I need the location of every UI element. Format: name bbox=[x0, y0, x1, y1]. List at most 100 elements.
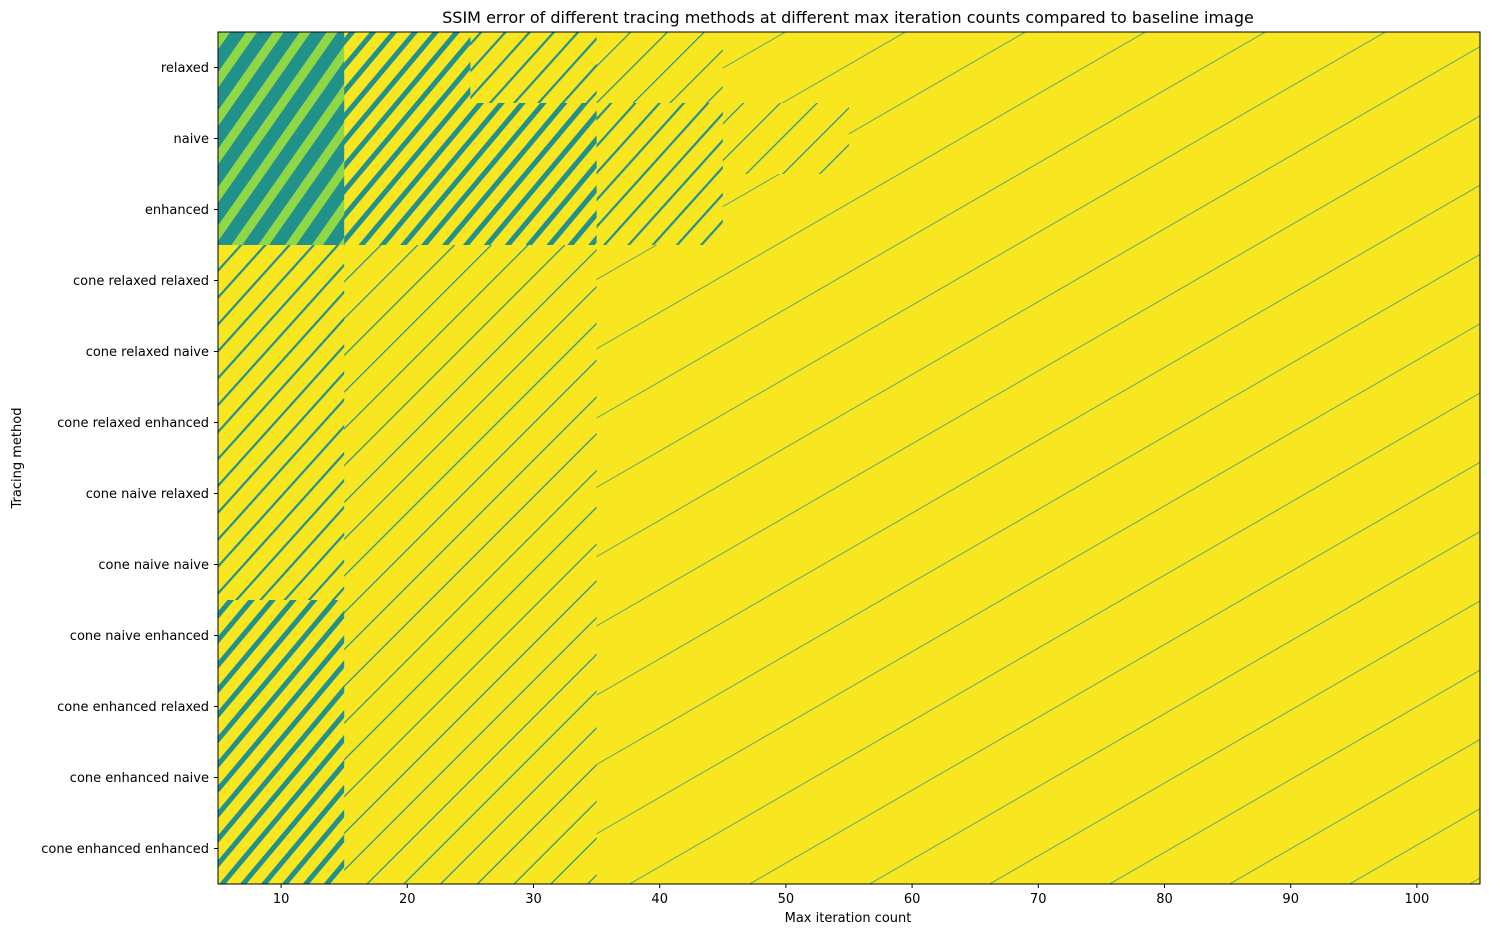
heatmap-cell bbox=[1101, 103, 1229, 175]
heatmap-cell bbox=[722, 600, 850, 672]
chart-title: SSIM error of different tracing methods … bbox=[442, 8, 1254, 27]
x-tick-label: 50 bbox=[778, 892, 795, 907]
heatmap-cell bbox=[218, 174, 345, 246]
heatmap-cell bbox=[344, 742, 471, 814]
heatmap-cell bbox=[596, 245, 724, 317]
x-axis-ticks: 10 20 30 40 50 60 70 80 90 100 bbox=[273, 884, 1429, 907]
x-axis-label: Max iteration count bbox=[785, 911, 912, 926]
heatmap-cell bbox=[1353, 174, 1481, 246]
heatmap-cell bbox=[1227, 742, 1355, 814]
heatmap-cell bbox=[344, 103, 471, 175]
heatmap-cell bbox=[1227, 32, 1355, 104]
heatmap-cell bbox=[218, 245, 345, 317]
heatmap-cell bbox=[470, 174, 598, 246]
heatmap-cell bbox=[218, 813, 345, 885]
heatmap-cell bbox=[975, 316, 1102, 388]
heatmap-cell bbox=[975, 103, 1102, 175]
heatmap-cell bbox=[975, 813, 1102, 885]
heatmap-cell bbox=[722, 103, 850, 175]
heatmap-cell bbox=[1353, 742, 1481, 814]
heatmap-cell bbox=[344, 813, 471, 885]
heatmap-cell bbox=[1101, 742, 1229, 814]
heatmap-cell bbox=[1227, 245, 1355, 317]
heatmap-cell bbox=[344, 32, 471, 104]
heatmap-cell bbox=[1101, 32, 1229, 104]
y-axis-label: Tracing method bbox=[10, 408, 25, 510]
heatmap-cell bbox=[1353, 32, 1481, 104]
x-tick-label: 20 bbox=[399, 892, 416, 907]
heatmap-cell bbox=[1227, 671, 1355, 743]
heatmap-cell bbox=[975, 458, 1102, 530]
heatmap-cell bbox=[470, 671, 598, 743]
heatmap-cell bbox=[975, 174, 1102, 246]
heatmap-cell bbox=[975, 671, 1102, 743]
x-tick-label: 30 bbox=[525, 892, 542, 907]
heatmap-cell bbox=[975, 529, 1102, 601]
heatmap-cell bbox=[1101, 458, 1229, 530]
heatmap-cell bbox=[722, 174, 850, 246]
y-tick-label: naive bbox=[173, 132, 209, 147]
heatmap-cell bbox=[722, 529, 850, 601]
heatmap-cell bbox=[722, 245, 850, 317]
plot-frame bbox=[217, 31, 1481, 885]
heatmap-cell bbox=[218, 600, 345, 672]
heatmap-cell bbox=[218, 529, 345, 601]
heatmap-cell bbox=[849, 32, 976, 104]
heatmap-cells bbox=[218, 32, 1481, 885]
heatmap-cell bbox=[218, 103, 345, 175]
heatmap-cell bbox=[344, 458, 471, 530]
heatmap-cell bbox=[1353, 671, 1481, 743]
heatmap-cell bbox=[470, 387, 598, 459]
heatmap-cell bbox=[849, 387, 976, 459]
y-tick-label: cone relaxed relaxed bbox=[73, 274, 209, 289]
heatmap-cell bbox=[218, 316, 345, 388]
y-tick-label: cone relaxed enhanced bbox=[57, 416, 209, 431]
heatmap-cell bbox=[470, 742, 598, 814]
heatmap-cell bbox=[975, 600, 1102, 672]
heatmap-cell bbox=[596, 316, 724, 388]
heatmap-cell bbox=[1227, 387, 1355, 459]
heatmap-cell bbox=[218, 671, 345, 743]
heatmap-cell bbox=[470, 458, 598, 530]
heatmap-cell bbox=[1353, 387, 1481, 459]
heatmap-cell bbox=[344, 671, 471, 743]
heatmap-cell bbox=[849, 245, 976, 317]
heatmap-cell bbox=[849, 316, 976, 388]
y-tick-label: cone enhanced relaxed bbox=[57, 700, 209, 715]
heatmap-cell bbox=[470, 813, 598, 885]
heatmap-cell bbox=[596, 387, 724, 459]
heatmap-cell bbox=[218, 32, 345, 104]
heatmap-cell bbox=[470, 600, 598, 672]
heatmap-cell bbox=[596, 458, 724, 530]
heatmap-cell bbox=[596, 32, 724, 104]
heatmap-cell bbox=[1353, 529, 1481, 601]
heatmap-cell bbox=[975, 245, 1102, 317]
heatmap-cell bbox=[1101, 387, 1229, 459]
heatmap-cell bbox=[722, 458, 850, 530]
heatmap-cell bbox=[849, 458, 976, 530]
heatmap-cell bbox=[1353, 316, 1481, 388]
y-tick-label: cone naive relaxed bbox=[86, 487, 209, 502]
heatmap-cell bbox=[849, 529, 976, 601]
heatmap-cell bbox=[722, 742, 850, 814]
heatmap-cell bbox=[1101, 600, 1229, 672]
heatmap-cell bbox=[849, 103, 976, 175]
heatmap-cell bbox=[1227, 600, 1355, 672]
heatmap-cell bbox=[1353, 600, 1481, 672]
heatmap-cell bbox=[722, 32, 850, 104]
heatmap-cell bbox=[218, 458, 345, 530]
y-tick-label: cone naive enhanced bbox=[70, 629, 209, 644]
heatmap-cell bbox=[849, 813, 976, 885]
heatmap-cell bbox=[470, 316, 598, 388]
y-tick-label: cone relaxed naive bbox=[86, 345, 209, 360]
heatmap-cell bbox=[1227, 458, 1355, 530]
heatmap-cell bbox=[849, 600, 976, 672]
x-tick-label: 100 bbox=[1404, 892, 1429, 907]
y-axis-ticks: relaxed naive enhanced cone relaxed relaxed… bbox=[41, 61, 218, 857]
heatmap-cell bbox=[344, 387, 471, 459]
heatmap-cell bbox=[1227, 529, 1355, 601]
heatmap-cell bbox=[596, 529, 724, 601]
heatmap-cell bbox=[975, 742, 1102, 814]
heatmap-cell bbox=[1353, 458, 1481, 530]
